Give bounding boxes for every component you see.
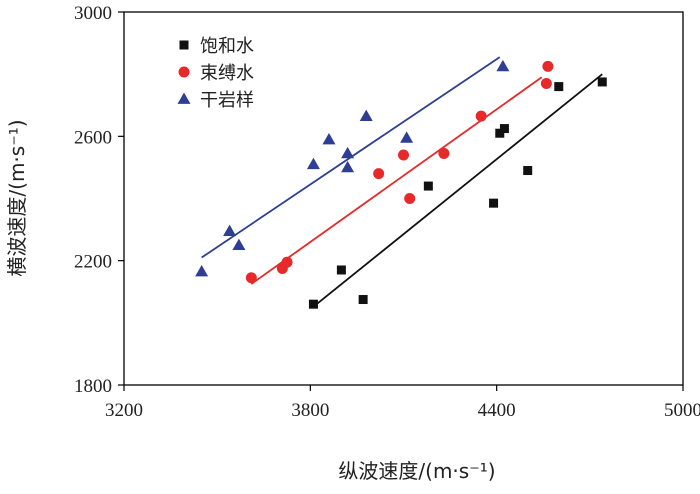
x-tick-label: 5000 [664,400,700,421]
legend-marker-series-0 [179,40,189,50]
data-point-series-1 [540,77,552,89]
data-point-series-0 [489,198,499,208]
fit-line-series-1 [250,76,543,285]
fit-lines [201,56,603,305]
data-points [195,59,607,309]
data-point-series-0 [523,166,533,176]
x-tick-label: 3200 [105,400,143,421]
legend-label: 束缚水 [200,63,254,84]
data-point-series-0 [308,299,318,309]
y-tick-label: 1800 [74,376,112,397]
data-point-series-1 [438,147,450,159]
legend-label: 饱和水 [200,36,254,57]
legend-label: 干岩样 [200,90,254,111]
data-point-series-2 [400,131,414,143]
data-point-series-2 [223,224,237,237]
data-point-series-0 [597,77,607,87]
data-point-series-2 [195,265,209,277]
data-point-series-0 [495,128,505,138]
legend-marker-series-1 [178,66,190,78]
data-point-series-0 [554,82,564,92]
data-point-series-2 [496,59,510,72]
data-point-series-0 [336,265,346,275]
data-point-series-1 [542,60,554,72]
legend-marker-series-2 [177,92,191,104]
data-point-series-2 [306,157,320,170]
data-point-series-1 [245,272,257,284]
y-axis-title: 横波速度/(m·s⁻¹) [5,119,29,276]
axes: 3200 3800 4400 5000 1800 2200 2600 3000 [74,3,700,421]
data-point-series-1 [404,193,416,204]
data-point-series-2 [232,238,246,250]
data-point-series-1 [398,149,409,161]
y-tick-label: 2200 [74,252,112,273]
data-point-series-2 [341,146,355,159]
y-tick-label: 3000 [74,3,112,24]
y-tick-label: 2600 [74,127,112,148]
data-point-series-0 [423,181,433,191]
data-point-series-2 [322,132,336,145]
data-point-series-1 [281,256,293,268]
x-tick-label: 4400 [478,400,516,421]
data-point-series-1 [475,110,487,122]
data-point-series-2 [341,160,355,173]
x-tick-label: 3800 [291,400,329,421]
data-point-series-0 [358,295,368,305]
x-axis-title: 纵波速度/(m·s⁻¹) [338,459,495,483]
plot-frame [123,11,684,386]
fit-line-series-0 [315,73,603,305]
data-point-series-0 [499,124,509,134]
data-point-series-1 [373,168,385,180]
data-point-series-2 [359,109,373,122]
